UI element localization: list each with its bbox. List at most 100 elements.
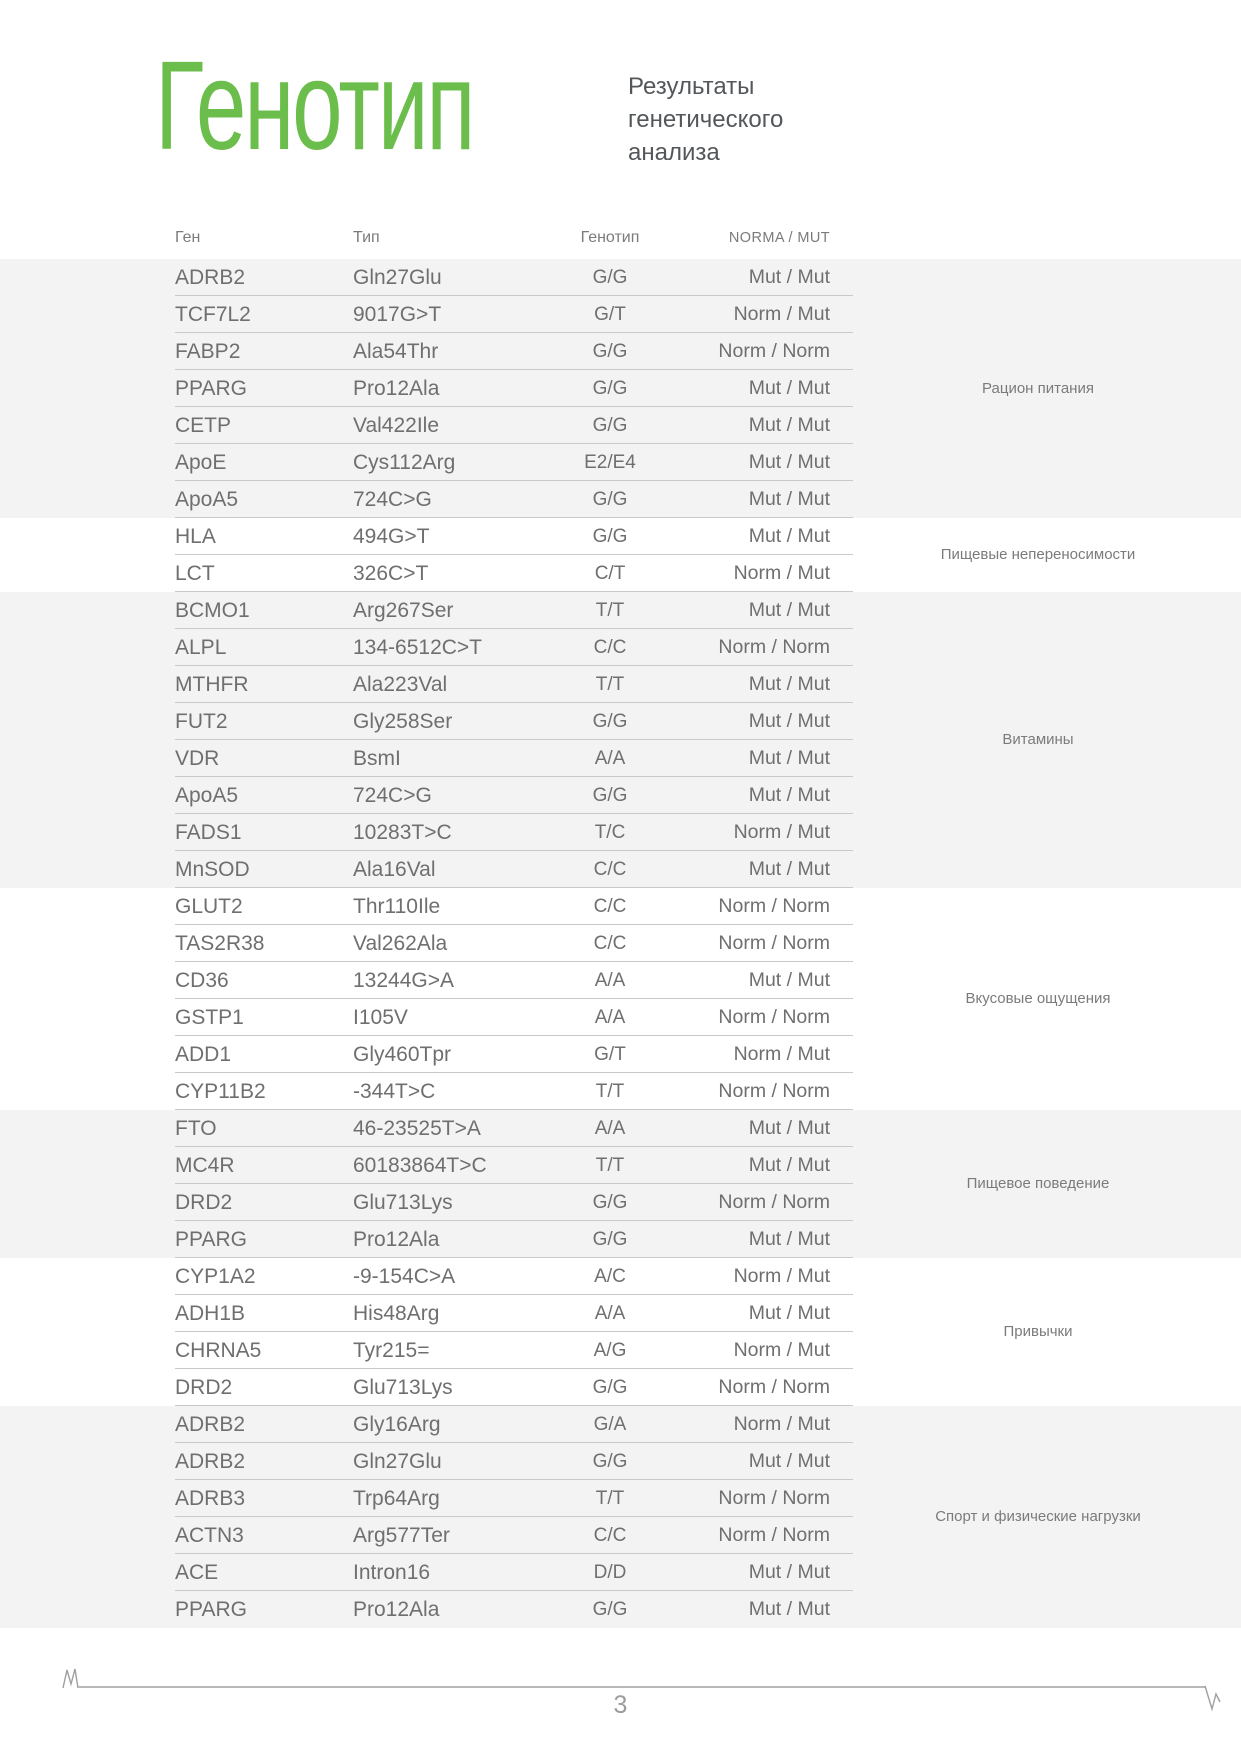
row-divider (175, 1035, 853, 1036)
cell-genotype: A/A (594, 748, 626, 769)
cell-norma-mut: Norm / Mut (733, 562, 830, 584)
table-row: GLUT2 Thr110Ile C/C Norm / Norm (0, 888, 1241, 925)
cell-type: 724C>G (353, 784, 432, 807)
group-label: Спорт и физические нагрузки (935, 1508, 1141, 1525)
cell-type: Ala54Thr (353, 340, 439, 363)
table-row: FUT2 Gly258Ser G/G Mut / Mut (0, 703, 1241, 740)
row-divider (175, 850, 853, 851)
row-divider (175, 554, 853, 555)
cell-norma-mut: Norm / Norm (718, 932, 830, 954)
row-divider (175, 628, 853, 629)
report-subtitle: Результаты генетического анализа (628, 70, 783, 169)
cell-gene: CETP (175, 414, 232, 437)
cell-gene: PPARG (175, 1228, 247, 1251)
cell-norma-mut: Mut / Mut (748, 1117, 830, 1139)
cell-type: Tyr215= (353, 1339, 430, 1362)
cell-type: Glu713Lys (353, 1376, 453, 1399)
cell-genotype: G/G (592, 1599, 628, 1620)
cell-genotype: A/A (594, 1118, 626, 1139)
table-row: ALPL 134-6512C>T C/C Norm / Norm (0, 629, 1241, 666)
row-divider (175, 1257, 853, 1258)
cell-norma-mut: Norm / Mut (733, 1265, 830, 1287)
group-band (0, 259, 1241, 518)
row-divider (175, 1109, 853, 1110)
group-label: Вкусовые ощущения (965, 990, 1111, 1007)
cell-gene: PPARG (175, 1598, 247, 1621)
table-row: VDR BsmI A/A Mut / Mut (0, 740, 1241, 777)
group-label: Пищевое поведение (966, 1175, 1110, 1192)
cell-gene: ACTN3 (175, 1524, 244, 1547)
cell-genotype: A/A (594, 1303, 626, 1324)
row-divider (175, 924, 853, 925)
cell-gene: GLUT2 (175, 895, 243, 918)
cell-genotype: G/A (593, 1414, 627, 1435)
cell-gene: ADRB2 (175, 266, 246, 289)
cell-norma-mut: Norm / Norm (718, 1191, 830, 1213)
cell-gene: ALPL (175, 636, 227, 659)
cell-genotype: A/C (594, 1266, 626, 1287)
row-divider (175, 332, 853, 333)
cell-genotype: G/G (592, 711, 628, 732)
cell-norma-mut: Norm / Norm (718, 1487, 830, 1509)
table-row: FTO 46-23525T>A A/A Mut / Mut (0, 1110, 1241, 1147)
cell-gene: TAS2R38 (175, 932, 265, 955)
cell-gene: ACE (175, 1561, 219, 1584)
table-row: ADRB2 Gly16Arg G/A Norm / Mut (0, 1406, 1241, 1443)
cell-gene: FUT2 (175, 710, 228, 733)
cell-type: 134-6512C>T (353, 636, 483, 659)
footer-flourish-left-icon (62, 1668, 79, 1689)
cell-norma-mut: Norm / Mut (733, 1043, 830, 1065)
cell-type: Cys112Arg (353, 451, 456, 474)
cell-type: Gly16Arg (353, 1413, 441, 1436)
cell-gene: ADRB3 (175, 1487, 246, 1510)
subtitle-line-1: Результаты (628, 73, 755, 100)
cell-genotype: T/T (595, 1081, 625, 1102)
cell-gene: CD36 (175, 969, 229, 992)
subtitle-line-3: анализа (628, 139, 720, 166)
cell-type: Gly460Tpr (353, 1043, 452, 1066)
row-divider (175, 443, 853, 444)
cell-norma-mut: Mut / Mut (748, 1302, 830, 1324)
cell-norma-mut: Mut / Mut (748, 1228, 830, 1250)
row-divider (175, 998, 853, 999)
cell-genotype: G/G (592, 378, 628, 399)
cell-gene: DRD2 (175, 1376, 233, 1399)
row-divider (175, 295, 853, 296)
cell-norma-mut: Mut / Mut (748, 969, 830, 991)
row-divider (175, 1516, 853, 1517)
group-band (0, 1110, 1241, 1258)
group-band (0, 1406, 1241, 1628)
row-divider (175, 665, 853, 666)
cell-norma-mut: Norm / Norm (718, 1376, 830, 1398)
cell-type: Pro12Ala (353, 1228, 440, 1251)
table-row: ACTN3 Arg577Ter C/C Norm / Norm (0, 1517, 1241, 1554)
cell-type: 60183864T>C (353, 1154, 487, 1177)
cell-genotype: D/D (593, 1562, 627, 1583)
cell-genotype: T/C (594, 822, 626, 843)
cell-gene: ADRB2 (175, 1450, 246, 1473)
cell-norma-mut: Mut / Mut (748, 599, 830, 621)
cell-genotype: T/T (595, 600, 625, 621)
cell-gene: MnSOD (175, 858, 250, 881)
table-row: PPARG Pro12Ala G/G Mut / Mut (0, 1221, 1241, 1258)
group-label: Пищевые непереносимости (940, 546, 1136, 563)
cell-norma-mut: Mut / Mut (748, 488, 830, 510)
table-row: DRD2 Glu713Lys G/G Norm / Norm (0, 1184, 1241, 1221)
row-divider (175, 961, 853, 962)
row-divider (175, 1479, 853, 1480)
table-row: TCF7L2 9017G>T G/T Norm / Mut (0, 296, 1241, 333)
column-header-genotype: Генотип (580, 229, 640, 246)
cell-norma-mut: Norm / Norm (718, 1524, 830, 1546)
cell-type: Gln27Glu (353, 266, 442, 289)
cell-gene: BCMO1 (175, 599, 250, 622)
cell-genotype: T/T (595, 674, 625, 695)
row-divider (175, 591, 853, 592)
cell-genotype: C/C (593, 1525, 627, 1546)
column-header-type: Тип (353, 229, 380, 246)
cell-genotype: G/G (592, 341, 628, 362)
table-row: CHRNA5 Tyr215= A/G Norm / Mut (0, 1332, 1241, 1369)
cell-gene: VDR (175, 747, 220, 770)
cell-genotype: A/A (594, 1007, 626, 1028)
cell-genotype: G/G (592, 1229, 628, 1250)
